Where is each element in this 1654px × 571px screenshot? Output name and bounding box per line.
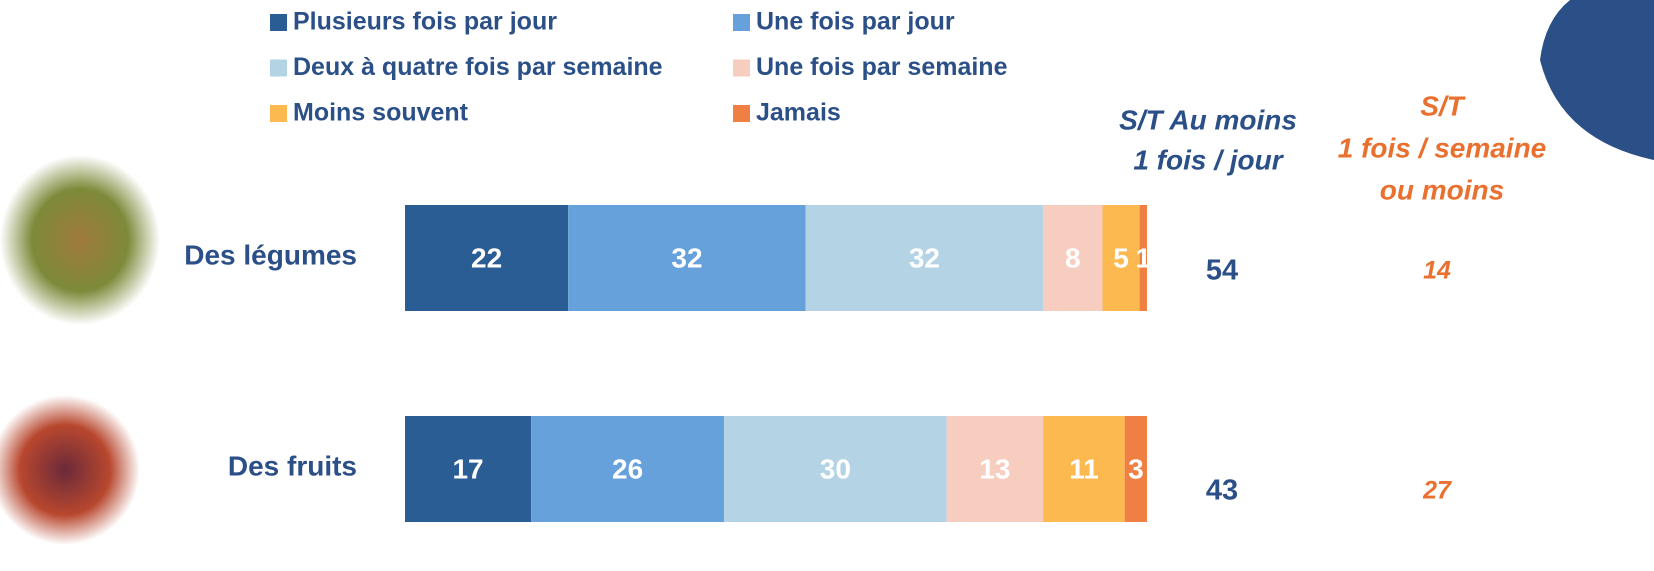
legend-label: Une fois par jour — [756, 8, 955, 36]
legend-label: Deux à quatre fois par semaine — [293, 53, 663, 81]
value-label: 8 — [1065, 242, 1081, 273]
summary-header: S/T Au moins — [1119, 104, 1297, 135]
legend-label: Une fois par semaine — [756, 53, 1008, 81]
legend-swatch — [270, 60, 287, 77]
fruits-image — [0, 395, 140, 545]
summary-header: ou moins — [1380, 174, 1504, 205]
legend-label: Moins souvent — [293, 99, 469, 127]
summary-header: 1 fois / jour — [1133, 144, 1284, 175]
value-label: 17 — [452, 453, 483, 484]
category-label: Des légumes — [184, 239, 357, 270]
value-label: 3 — [1128, 453, 1144, 484]
summary-header: 1 fois / semaine — [1338, 132, 1547, 163]
value-label: 26 — [612, 453, 643, 484]
category-label: Des fruits — [228, 450, 357, 481]
legend-swatch — [270, 105, 287, 122]
value-label: 22 — [471, 242, 502, 273]
legend-swatch — [733, 14, 750, 31]
decor-shape — [1540, 0, 1654, 160]
chart: Plusieurs fois par jour Une fois par jour… — [0, 0, 1654, 571]
summary-value: 27 — [1422, 477, 1452, 505]
value-label: 1 — [1136, 242, 1152, 273]
value-label: 32 — [671, 242, 702, 273]
value-label: 5 — [1113, 242, 1129, 273]
value-label: 32 — [909, 242, 940, 273]
legend-swatch — [270, 14, 287, 31]
legend-label: Jamais — [756, 99, 841, 127]
summary-header: S/T — [1420, 90, 1466, 121]
value-label: 30 — [820, 453, 851, 484]
legend-swatch — [733, 105, 750, 122]
legend-swatch — [733, 60, 750, 77]
summary-value: 54 — [1206, 255, 1238, 287]
vegetables-image — [0, 155, 160, 325]
legend-label: Plusieurs fois par jour — [293, 8, 557, 36]
value-label: 13 — [979, 453, 1010, 484]
summary-value: 43 — [1206, 475, 1238, 507]
value-label: 11 — [1069, 453, 1099, 484]
summary-value: 14 — [1423, 257, 1451, 285]
